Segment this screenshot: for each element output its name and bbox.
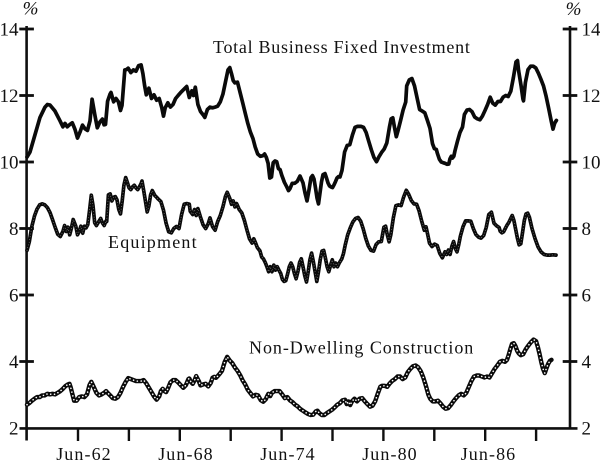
svg-text:8: 8 xyxy=(582,219,592,240)
svg-text:12: 12 xyxy=(582,86,600,107)
svg-text:Jun-74: Jun-74 xyxy=(260,444,316,464)
svg-text:Non-Dwelling Construction: Non-Dwelling Construction xyxy=(249,338,474,358)
svg-text:4: 4 xyxy=(9,352,19,373)
svg-text:10: 10 xyxy=(0,153,19,174)
svg-text:4: 4 xyxy=(582,352,592,373)
svg-text:Jun-86: Jun-86 xyxy=(461,444,517,464)
svg-text:%: % xyxy=(23,0,39,19)
svg-text:12: 12 xyxy=(0,86,19,107)
svg-text:10: 10 xyxy=(582,153,600,174)
svg-text:2: 2 xyxy=(9,419,19,440)
svg-text:14: 14 xyxy=(582,20,600,41)
svg-text:Jun-80: Jun-80 xyxy=(362,444,418,464)
svg-text:%: % xyxy=(566,0,582,20)
svg-text:14: 14 xyxy=(0,20,19,41)
svg-text:Total Business Fixed Investmen: Total Business Fixed Investment xyxy=(213,37,471,57)
svg-text:8: 8 xyxy=(9,219,19,240)
svg-text:6: 6 xyxy=(9,286,19,307)
svg-text:Jun-68: Jun-68 xyxy=(158,444,214,464)
svg-text:6: 6 xyxy=(582,286,592,307)
svg-text:Jun-62: Jun-62 xyxy=(56,444,112,464)
svg-text:2: 2 xyxy=(582,419,592,440)
svg-text:Equipment: Equipment xyxy=(108,232,198,252)
